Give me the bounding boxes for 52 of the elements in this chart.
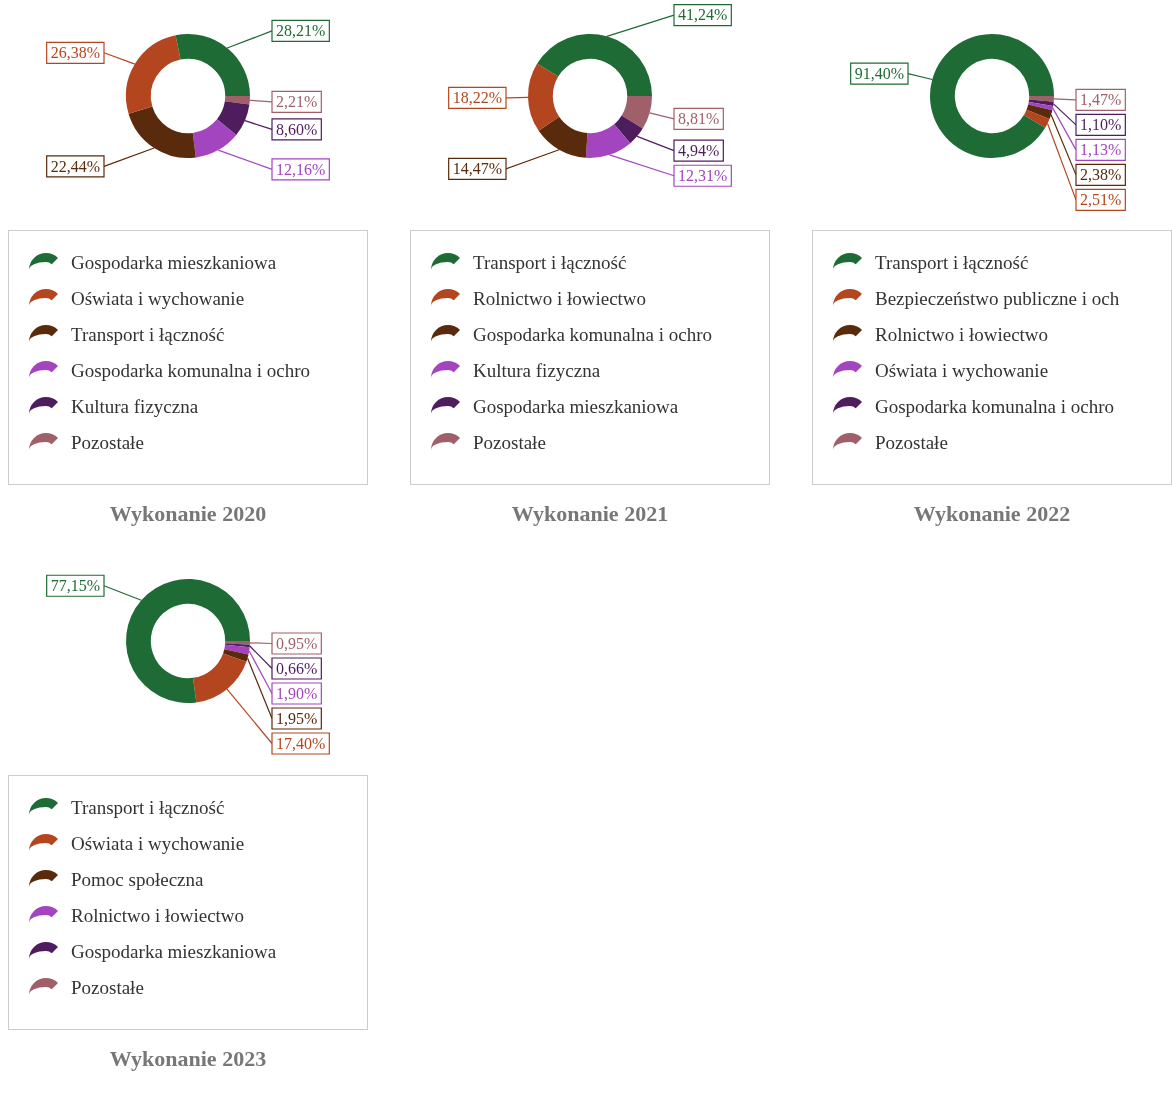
data-label: 1,90% xyxy=(276,684,318,702)
legend-label: Pozostałe xyxy=(71,432,144,454)
legend-label: Bezpieczeństwo publiczne i och xyxy=(875,288,1120,310)
data-label: 1,10% xyxy=(1080,116,1122,134)
data-label: 12,31% xyxy=(678,166,728,184)
data-label: 1,47% xyxy=(1080,91,1122,109)
data-label: 1,13% xyxy=(1080,141,1122,159)
legend-label: Kultura fizyczna xyxy=(71,396,199,418)
text: Wykonanie 2022 xyxy=(912,501,1072,527)
legend-label: Rolnictwo i łowiectwo xyxy=(473,288,647,310)
legend-label: Gospodarka komunalna i ochro xyxy=(71,360,311,382)
legend-label: Transport i łączność xyxy=(71,797,225,819)
legend-label: Pozostałe xyxy=(71,977,144,999)
text: Wykonanie 2020 xyxy=(108,501,268,527)
data-label: 8,60% xyxy=(276,120,318,138)
text: Wykonanie 2021 xyxy=(510,501,670,527)
data-label: 91,40% xyxy=(854,64,904,82)
data-label: 18,22% xyxy=(452,89,502,107)
data-label: 0,95% xyxy=(276,634,318,652)
legend-label: Gospodarka mieszkaniowa xyxy=(71,252,277,274)
legend-label: Oświata i wychowanie xyxy=(875,360,1049,382)
data-label: 12,16% xyxy=(276,160,326,178)
data-label: 17,40% xyxy=(276,734,326,752)
legend-label: Gospodarka komunalna i ochro xyxy=(473,324,713,346)
legend-label: Gospodarka komunalna i ochro xyxy=(875,396,1115,418)
data-label: 28,21% xyxy=(276,22,326,40)
data-label: 77,15% xyxy=(50,576,100,594)
data-label: 41,24% xyxy=(678,6,728,24)
legend-label: Pozostałe xyxy=(473,432,546,454)
legend-label: Kultura fizyczna xyxy=(473,360,601,382)
legend-label: Oświata i wychowanie xyxy=(71,833,245,855)
data-label: 26,38% xyxy=(50,43,100,61)
data-label: 2,38% xyxy=(1080,166,1122,184)
legend-label: Transport i łączność xyxy=(473,252,627,274)
data-label: 2,21% xyxy=(276,93,318,111)
legend-label: Rolnictwo i łowiectwo xyxy=(875,324,1049,346)
data-label: 1,95% xyxy=(276,709,318,727)
legend-label: Gospodarka mieszkaniowa xyxy=(71,941,277,963)
legend-label: Oświata i wychowanie xyxy=(71,288,245,310)
data-label: 2,51% xyxy=(1080,191,1122,209)
legend-label: Transport i łączność xyxy=(875,252,1029,274)
legend-label: Pozostałe xyxy=(875,432,948,454)
data-label: 0,66% xyxy=(276,659,318,677)
data-label: 4,94% xyxy=(678,141,720,159)
legend-label: Transport i łączność xyxy=(71,324,225,346)
legend-label: Rolnictwo i łowiectwo xyxy=(71,905,245,927)
legend-label: Pomoc społeczna xyxy=(71,869,204,891)
legend-label: Gospodarka mieszkaniowa xyxy=(473,396,679,418)
data-label: 14,47% xyxy=(452,160,502,178)
data-label: 8,81% xyxy=(678,110,720,128)
data-label: 22,44% xyxy=(50,157,100,175)
text: Wykonanie 2023 xyxy=(108,1046,268,1072)
